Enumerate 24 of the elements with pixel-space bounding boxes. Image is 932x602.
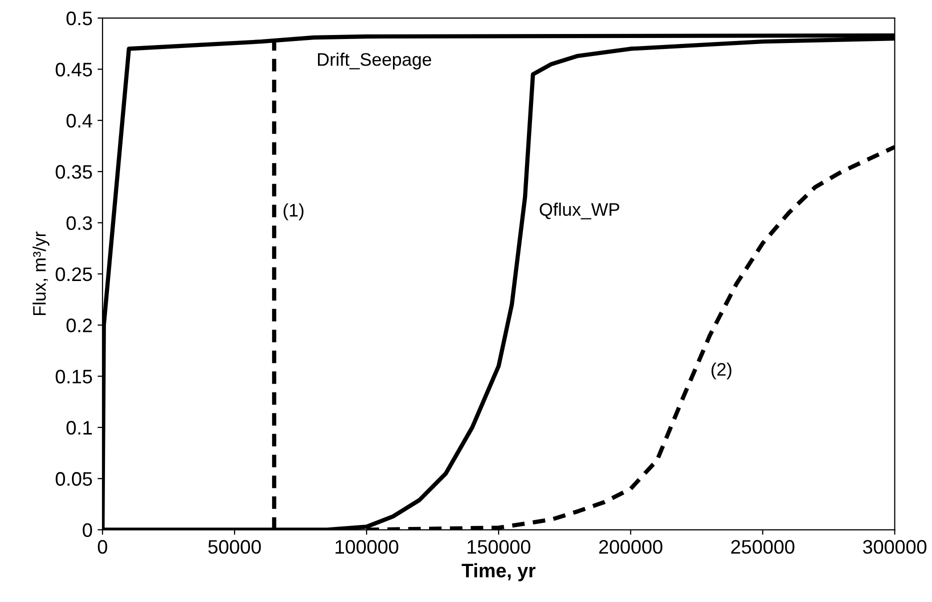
series-label: Drift_Seepage — [318, 52, 432, 70]
y-tick-label: 0.35 — [56, 165, 92, 179]
y-tick-label: 0.15 — [56, 370, 92, 384]
y-axis-title: Flux, m³/yr — [32, 232, 50, 316]
y-tick-label: 0.05 — [56, 472, 92, 486]
x-tick-label: 0 — [98, 540, 108, 554]
y-tick-label: 0.4 — [66, 114, 92, 128]
x-tick-label: 50000 — [208, 540, 261, 554]
series-label: (2) — [712, 362, 732, 380]
x-tick-label: 100000 — [336, 540, 398, 554]
y-tick-label: 0.3 — [66, 216, 92, 230]
y-tick-label: 0.5 — [66, 12, 92, 26]
y-tick-label: 0.2 — [66, 318, 92, 332]
y-tick-label: 0.25 — [56, 267, 92, 282]
y-tick-label: 0 — [82, 523, 92, 537]
x-tick-label: 300000 — [863, 540, 926, 554]
y-tick-label: 0.45 — [56, 62, 92, 76]
series-label: (1) — [284, 203, 304, 220]
y-tick-label: 0.1 — [66, 420, 92, 435]
x-tick-label: 250000 — [731, 540, 794, 554]
series-label: Qflux_WP — [540, 202, 620, 220]
x-tick-label: 150000 — [468, 540, 530, 554]
x-tick-label: 200000 — [599, 540, 662, 554]
x-axis-title: Time, yr — [462, 563, 536, 582]
